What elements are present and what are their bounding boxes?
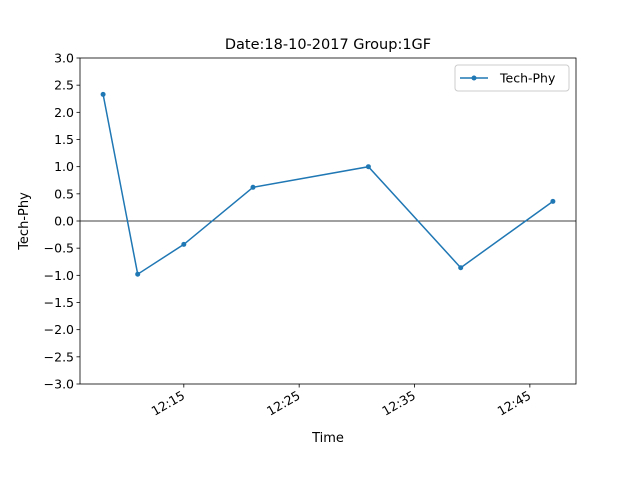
y-tick-label: −2.5 (44, 349, 74, 364)
chart-title: Date:18-10-2017 Group:1GF (225, 37, 431, 53)
y-tick-label: 1.0 (54, 159, 74, 174)
y-tick-label: 2.0 (54, 105, 74, 120)
y-tick-label: −1.0 (44, 268, 74, 283)
legend-box (454, 64, 570, 92)
y-tick-label: −0.5 (44, 241, 74, 256)
plot-frame (79, 57, 577, 385)
data-point (550, 198, 556, 204)
data-point (250, 184, 256, 190)
y-axis-label: Tech-Phy (17, 192, 32, 251)
y-tick-label: 0.5 (54, 186, 74, 201)
data-point (365, 164, 371, 170)
y-tick-label: −3.0 (44, 377, 74, 392)
y-tick-label: 1.5 (54, 132, 74, 147)
y-tick-label: 3.0 (54, 51, 74, 66)
data-point (181, 241, 187, 247)
legend-label: Tech-Phy (499, 71, 556, 86)
y-tick-label: 0.0 (54, 214, 74, 229)
y-axis-ticks: −3.0 −2.5 −2.0 −1.5 −1.0 −0.5 0.0 0.5 1.0 1.5 2.0 2… (44, 51, 80, 392)
data-point (100, 91, 106, 97)
x-tick-label: 12:45 (495, 388, 534, 419)
series-points-tech-phy (100, 91, 556, 277)
legend-swatch-marker (471, 75, 477, 81)
x-tick-label: 12:15 (149, 388, 188, 419)
data-point (458, 265, 464, 271)
y-tick-label: −2.0 (44, 322, 74, 337)
y-tick-label: −1.5 (44, 295, 74, 310)
legend: Tech-Phy (454, 64, 570, 92)
data-point (135, 271, 141, 277)
y-tick-label: 2.5 (54, 78, 74, 93)
x-tick-label: 12:25 (264, 388, 303, 419)
x-tick-label: 12:35 (379, 388, 418, 419)
x-axis-ticks: 12:15 12:25 12:35 12:45 (149, 384, 534, 419)
x-axis-label: Time (311, 431, 344, 446)
